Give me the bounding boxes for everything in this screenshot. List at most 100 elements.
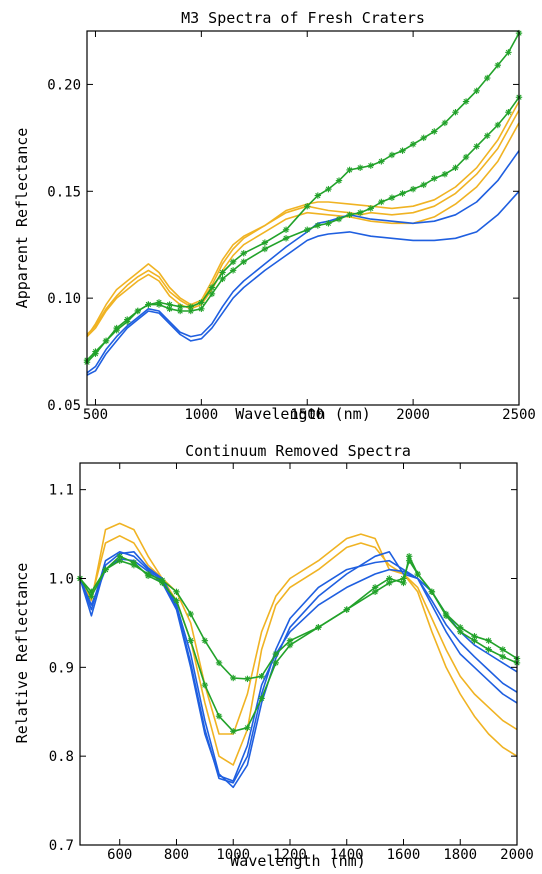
- series-line: [79, 558, 518, 782]
- y-axis: 0.05 0.10 0.15 0.20: [47, 77, 519, 414]
- data-point: [215, 712, 223, 720]
- data-point: [229, 267, 237, 274]
- data-point: [405, 557, 413, 564]
- data-point: [378, 158, 385, 165]
- chart-top: M3 Spectra of Fresh Craters 500 1000 1500 2…: [13, 9, 536, 423]
- data-point: [386, 579, 393, 587]
- y-axis: 0.7 0.8 0.9 1.0 1.1: [49, 483, 517, 854]
- data-point: [286, 641, 294, 649]
- data-point: [244, 724, 251, 731]
- data-point: [431, 175, 438, 182]
- data-point: [208, 290, 216, 298]
- data-point: [371, 584, 379, 591]
- x-tick-label: 2000: [500, 847, 534, 863]
- data-point: [159, 579, 166, 587]
- data-point: [176, 307, 184, 315]
- x-tick-label: 1000: [184, 407, 218, 423]
- data-point: [505, 109, 512, 116]
- data-point: [371, 588, 379, 596]
- data-point: [462, 153, 470, 161]
- x-axis: 600 800 1000 1200 1400 1600 1800 2000: [107, 463, 534, 863]
- data-point: [315, 624, 322, 631]
- data-point: [130, 559, 138, 566]
- data-point: [145, 301, 152, 308]
- x-tick-label: 1500: [290, 407, 324, 423]
- data-point: [457, 628, 464, 635]
- data-point: [272, 650, 279, 658]
- data-point: [261, 239, 269, 246]
- data-point: [414, 570, 421, 578]
- data-point: [485, 637, 492, 644]
- data-point: [230, 674, 237, 682]
- data-point: [198, 305, 205, 313]
- x-tick-label: 1000: [216, 847, 250, 863]
- data-point: [229, 258, 237, 266]
- plot-frame: [86, 30, 520, 406]
- data-point: [367, 205, 374, 212]
- data-point: [219, 269, 226, 276]
- y-tick-label: 1.0: [49, 571, 74, 587]
- data-point: [420, 181, 427, 189]
- x-axis: 500 1000 1500 2000 2500: [83, 31, 536, 423]
- y-tick-label: 0.05: [47, 398, 81, 414]
- data-point: [282, 235, 290, 242]
- data-point: [441, 170, 449, 178]
- data-point: [399, 190, 406, 197]
- data-point: [201, 637, 209, 644]
- data-point: [367, 162, 374, 169]
- data-point: [304, 203, 311, 210]
- data-point: [155, 301, 163, 308]
- data-point: [346, 211, 353, 218]
- data-point: [258, 673, 265, 680]
- y-tick-label: 0.9: [49, 660, 74, 676]
- data-point: [240, 250, 247, 257]
- data-point: [144, 572, 152, 580]
- data-point: [494, 61, 502, 69]
- data-point: [356, 209, 364, 216]
- data-point: [428, 588, 436, 596]
- data-point: [282, 226, 290, 233]
- data-point: [92, 348, 99, 355]
- data-point: [473, 87, 480, 95]
- plot-area: [83, 29, 523, 376]
- data-point: [494, 121, 502, 129]
- x-tick-label: 800: [164, 847, 189, 863]
- data-point: [173, 588, 180, 596]
- data-point: [134, 307, 142, 315]
- data-point: [187, 610, 194, 618]
- data-point: [272, 659, 279, 667]
- data-point: [409, 141, 417, 148]
- series-line: [86, 190, 520, 376]
- data-point: [335, 177, 343, 184]
- data-point: [462, 98, 470, 105]
- y-tick-label: 1.1: [49, 483, 74, 499]
- plot-frame: [79, 462, 518, 846]
- series-line: [86, 96, 520, 361]
- x-tick-label: 600: [107, 847, 132, 863]
- data-point: [485, 646, 492, 653]
- x-tick-label: 2500: [502, 407, 536, 423]
- data-point: [409, 185, 417, 193]
- data-point: [198, 299, 205, 306]
- series-line: [79, 522, 518, 757]
- data-point: [471, 637, 478, 644]
- x-axis-label: Wavelength (nm): [230, 852, 365, 870]
- data-point: [343, 606, 350, 613]
- data-point: [201, 681, 209, 689]
- x-tick-label: 500: [83, 407, 108, 423]
- data-point: [208, 284, 216, 291]
- series-line: [86, 109, 520, 338]
- y-tick-label: 0.8: [49, 749, 74, 765]
- data-point: [388, 151, 396, 159]
- data-point: [113, 324, 120, 332]
- data-point: [187, 637, 194, 644]
- data-point: [431, 128, 438, 135]
- y-tick-label: 0.15: [47, 184, 81, 200]
- data-point: [173, 597, 180, 604]
- series-line: [79, 550, 518, 789]
- series-line: [86, 32, 520, 363]
- chart-bottom: Continuum Removed Spectra 600 800 1000 1200…: [13, 442, 534, 870]
- data-point: [499, 646, 507, 653]
- data-point: [399, 147, 406, 154]
- x-tick-label: 1800: [443, 847, 477, 863]
